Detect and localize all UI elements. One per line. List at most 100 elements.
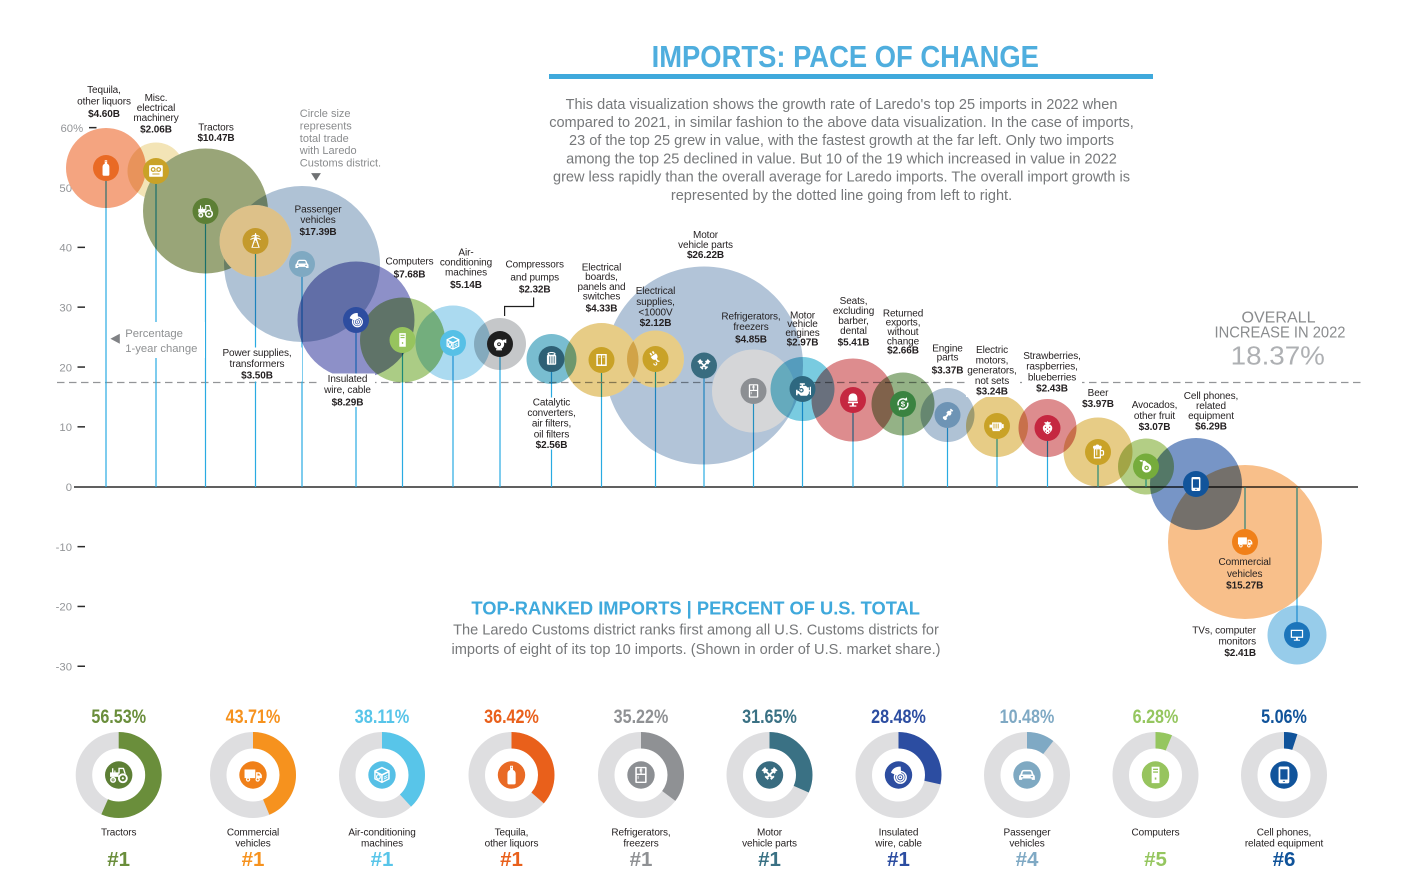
svg-text:machines: machines xyxy=(445,268,487,279)
svg-text:#4: #4 xyxy=(1016,848,1039,871)
svg-text:vehicles: vehicles xyxy=(1227,569,1262,580)
svg-text:Passenger: Passenger xyxy=(1004,828,1052,839)
svg-text:38.11%: 38.11% xyxy=(355,707,410,728)
svg-text:Insulated: Insulated xyxy=(879,828,919,839)
svg-text:IMPORTS: PACE OF CHANGE: IMPORTS: PACE OF CHANGE xyxy=(652,40,1039,74)
svg-text:change: change xyxy=(887,336,920,347)
svg-text:Engine: Engine xyxy=(932,343,963,354)
svg-text:excluding: excluding xyxy=(833,306,874,317)
svg-text:$2.41B: $2.41B xyxy=(1224,648,1256,659)
svg-text:Cell phones,: Cell phones, xyxy=(1257,828,1311,839)
svg-text:Computers: Computers xyxy=(385,256,433,267)
svg-text:total trade: total trade xyxy=(300,133,349,145)
svg-text:TVs, computer: TVs, computer xyxy=(1192,625,1256,636)
svg-text:30: 30 xyxy=(59,302,72,314)
svg-text:Tractors: Tractors xyxy=(101,828,137,839)
svg-text:among the top 25 declined in v: among the top 25 declined in value. But … xyxy=(566,151,1117,167)
svg-text:$5.14B: $5.14B xyxy=(450,280,482,291)
svg-text:#1: #1 xyxy=(887,848,910,871)
svg-text:$4.33B: $4.33B xyxy=(586,304,618,315)
svg-text:$6.29B: $6.29B xyxy=(1195,422,1227,433)
svg-text:$4.85B: $4.85B xyxy=(735,335,767,346)
svg-text:#6: #6 xyxy=(1273,848,1296,871)
svg-text:60%: 60% xyxy=(61,123,84,135)
svg-text:#1: #1 xyxy=(107,848,130,871)
svg-text:blueberries: blueberries xyxy=(1028,373,1076,384)
svg-text:-10: -10 xyxy=(56,542,72,554)
svg-text:#1: #1 xyxy=(371,848,394,871)
svg-text:0: 0 xyxy=(66,482,72,494)
svg-text:Air-: Air- xyxy=(458,248,473,259)
svg-text:$26.22B: $26.22B xyxy=(687,250,724,261)
svg-text:vehicle parts: vehicle parts xyxy=(742,838,797,849)
svg-text:Commercial: Commercial xyxy=(227,828,279,839)
svg-text:Misc.: Misc. xyxy=(145,93,168,104)
svg-text:Compressors: Compressors xyxy=(506,260,564,271)
svg-text:Beer: Beer xyxy=(1088,388,1109,399)
svg-text:28.48%: 28.48% xyxy=(871,707,926,728)
svg-text:exports,: exports, xyxy=(886,318,921,329)
svg-text:vehicles: vehicles xyxy=(300,215,335,226)
svg-text:$2.12B: $2.12B xyxy=(640,318,672,329)
svg-text:represented by the dotted line: represented by the dotted line going fro… xyxy=(671,188,1012,204)
svg-text:$2.66B: $2.66B xyxy=(887,346,919,357)
svg-text:-20: -20 xyxy=(56,602,72,614)
svg-text:vehicle: vehicle xyxy=(787,319,818,330)
svg-text:Motor: Motor xyxy=(790,310,816,321)
svg-text:electrical: electrical xyxy=(137,103,175,114)
svg-text:vehicle parts: vehicle parts xyxy=(678,240,733,251)
svg-text:other fruit: other fruit xyxy=(1134,411,1175,422)
svg-text:Circle size: Circle size xyxy=(300,108,351,120)
svg-text:Returned: Returned xyxy=(883,308,923,319)
svg-text:5.06%: 5.06% xyxy=(1261,707,1307,728)
svg-text:Tractors: Tractors xyxy=(198,122,234,133)
svg-text:related equipment: related equipment xyxy=(1245,838,1324,849)
svg-text:The Laredo Customs district ra: The Laredo Customs district ranks first … xyxy=(453,623,939,639)
svg-text:$10.47B: $10.47B xyxy=(197,133,234,144)
svg-text:Insulated: Insulated xyxy=(328,374,368,385)
svg-text:freezers: freezers xyxy=(733,322,768,333)
svg-text:equipment: equipment xyxy=(1188,411,1234,422)
svg-text:56.53%: 56.53% xyxy=(91,707,146,728)
svg-text:Electric: Electric xyxy=(976,345,1008,356)
svg-text:Commercial: Commercial xyxy=(1219,557,1271,568)
svg-text:Strawberries,: Strawberries, xyxy=(1023,351,1081,362)
svg-text:panels and: panels and xyxy=(578,282,626,293)
svg-text:Percentage: Percentage xyxy=(125,328,183,340)
svg-text:motors,: motors, xyxy=(976,355,1009,366)
svg-text:Cell phones,: Cell phones, xyxy=(1184,391,1238,402)
svg-text:-30: -30 xyxy=(56,662,72,674)
svg-text:$2.06B: $2.06B xyxy=(140,124,172,135)
svg-text:$3.50B: $3.50B xyxy=(241,371,273,382)
svg-text:20: 20 xyxy=(59,362,72,374)
svg-text:not sets: not sets xyxy=(975,376,1009,387)
svg-text:#1: #1 xyxy=(630,848,653,871)
svg-text:freezers: freezers xyxy=(623,838,658,849)
svg-text:Catalytic: Catalytic xyxy=(533,398,571,409)
svg-text:#1: #1 xyxy=(500,848,523,871)
svg-text:compared to 2021, in similar f: compared to 2021, in similar fashion to … xyxy=(549,115,1134,131)
svg-text:Power supplies,: Power supplies, xyxy=(222,348,291,359)
svg-text:without: without xyxy=(887,327,919,338)
svg-text:engines: engines xyxy=(785,328,819,339)
svg-text:barber,: barber, xyxy=(838,316,868,327)
svg-text:Electrical: Electrical xyxy=(636,286,676,297)
svg-text:$2.97B: $2.97B xyxy=(787,337,819,348)
svg-text:$4.60B: $4.60B xyxy=(88,109,120,120)
svg-text:boards,: boards, xyxy=(585,272,618,283)
svg-text:grew less rapidly than the ove: grew less rapidly than the overall avera… xyxy=(553,170,1130,186)
svg-text:36.42%: 36.42% xyxy=(484,707,539,728)
svg-text:Refrigerators,: Refrigerators, xyxy=(721,311,780,322)
svg-text:31.65%: 31.65% xyxy=(742,707,797,728)
svg-text:40: 40 xyxy=(59,243,72,255)
svg-text:imports of eight of its top 10: imports of eight of its top 10 imports. … xyxy=(451,642,940,658)
svg-text:Refrigerators,: Refrigerators, xyxy=(611,828,670,839)
svg-text:<1000V: <1000V xyxy=(638,308,673,319)
svg-text:$3.07B: $3.07B xyxy=(1139,422,1171,433)
svg-text:10.48%: 10.48% xyxy=(1000,707,1055,728)
svg-text:$17.39B: $17.39B xyxy=(299,227,336,238)
svg-text:oil filters: oil filters xyxy=(534,429,570,440)
svg-text:43.71%: 43.71% xyxy=(226,707,281,728)
svg-text:23 of the top 25 grew in value: 23 of the top 25 grew in value, with the… xyxy=(569,133,1114,149)
svg-text:$7.68B: $7.68B xyxy=(394,269,426,280)
